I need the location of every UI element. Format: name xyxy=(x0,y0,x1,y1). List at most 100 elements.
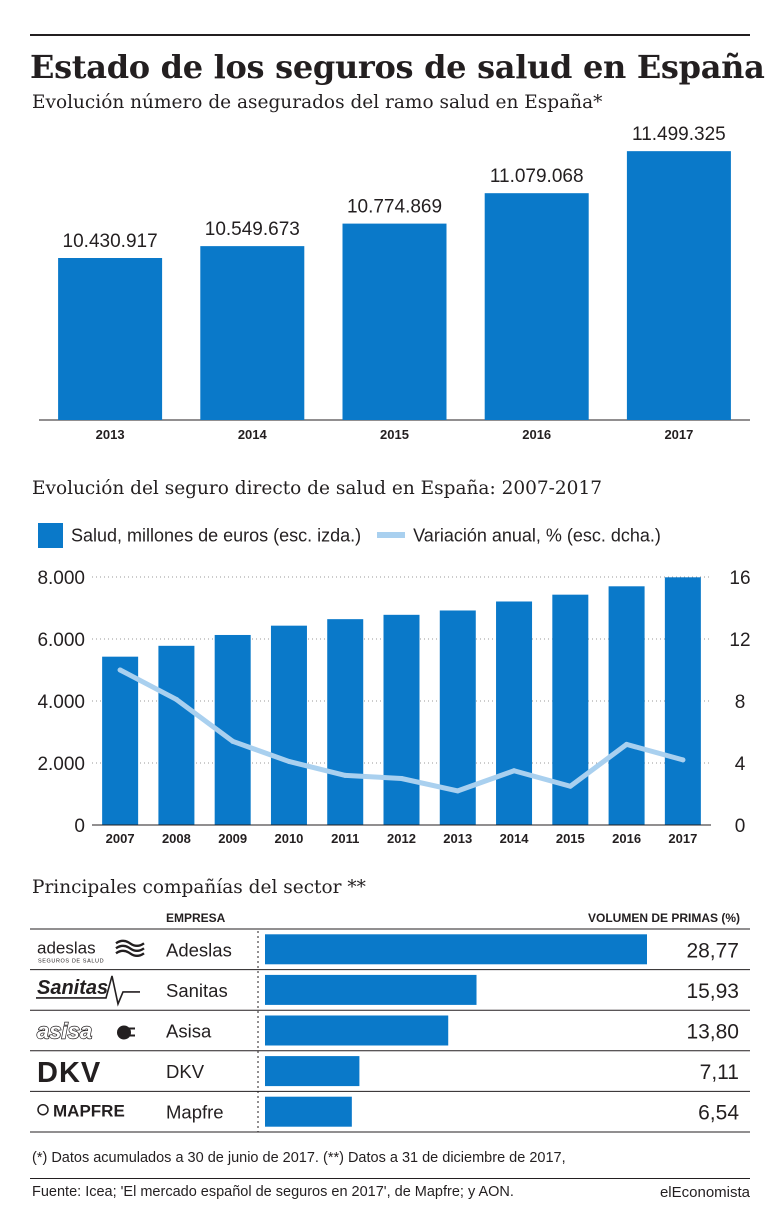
x-tick-2012: 2012 xyxy=(387,831,416,846)
volume-column-header: VOLUMEN DE PRIMAS (%) xyxy=(587,911,740,925)
variation-point-2015 xyxy=(567,783,573,789)
adeslas-logo-tagline: SEGUROS DE SALUD xyxy=(38,958,104,964)
plug-icon-pin xyxy=(129,1027,135,1030)
value-label-2013: 10.430.917 xyxy=(63,231,158,252)
circle-icon xyxy=(37,1103,49,1116)
company-name-mapfre: Mapfre xyxy=(166,1102,224,1123)
bar-2016 xyxy=(484,193,589,420)
legend-bar-label: Salud, millones de euros (esc. izda.) xyxy=(71,525,362,546)
asisa-logo: asisa xyxy=(37,1019,92,1044)
bar-2012 xyxy=(383,614,420,825)
company-column-header: EMPRESA xyxy=(166,911,226,925)
x-tick-2015: 2015 xyxy=(556,831,585,846)
variation-point-2010 xyxy=(286,758,292,764)
x-tick-2014: 2014 xyxy=(238,427,268,442)
bar-2010 xyxy=(270,625,307,825)
x-tick-2013: 2013 xyxy=(443,831,472,846)
page-title: Estado de los seguros de salud en España xyxy=(30,48,765,86)
wave-icon xyxy=(115,949,145,957)
bar-2017 xyxy=(626,151,731,421)
top-rule xyxy=(30,34,750,36)
x-tick-2013: 2013 xyxy=(96,427,125,442)
value-label-2016: 11.079.068 xyxy=(490,166,584,187)
bar-dkv xyxy=(265,1056,360,1087)
bar-2014 xyxy=(496,601,533,825)
x-tick-2014: 2014 xyxy=(500,831,530,846)
bar-2008 xyxy=(158,645,195,825)
value-label-2017: 11.499.325 xyxy=(632,124,726,145)
variation-point-2011 xyxy=(342,772,348,778)
x-tick-2017: 2017 xyxy=(664,427,693,442)
variation-point-2014 xyxy=(511,768,517,774)
company-name-sanitas: Sanitas xyxy=(166,980,228,1001)
y-right-tick: 16 xyxy=(729,568,750,589)
bar-mapfre xyxy=(265,1096,352,1127)
x-tick-2017: 2017 xyxy=(668,831,697,846)
y-left-tick: 6.000 xyxy=(37,630,85,651)
value-label-2015: 10.774.869 xyxy=(347,197,442,218)
value-label-2014: 10.549.673 xyxy=(205,219,300,240)
y-left-tick: 2.000 xyxy=(37,754,85,775)
value-label-adeslas: 28,77 xyxy=(686,939,739,962)
bar-asisa xyxy=(265,1015,449,1046)
y-left-tick: 4.000 xyxy=(37,692,85,713)
bar-2015 xyxy=(552,594,589,825)
wave-icon xyxy=(115,944,145,952)
adeslas-logo: adeslas xyxy=(37,938,96,957)
variation-point-2009 xyxy=(230,738,236,744)
variation-point-2013 xyxy=(455,788,461,794)
variation-point-2017 xyxy=(680,757,686,763)
y-left-tick: 8.000 xyxy=(37,568,85,589)
bar-2017 xyxy=(664,577,701,825)
heartbeat-icon xyxy=(36,975,140,1007)
bar-2007 xyxy=(102,656,139,825)
company-name-asisa: Asisa xyxy=(166,1021,212,1042)
y-left-tick: 0 xyxy=(74,816,85,837)
y-right-tick: 12 xyxy=(729,630,750,651)
dkv-logo: DKV xyxy=(37,1057,101,1089)
bar-2011 xyxy=(327,619,364,825)
source-note: Fuente: Icea; 'El mercado español de seg… xyxy=(32,1184,514,1200)
x-tick-2009: 2009 xyxy=(218,831,247,846)
x-tick-2011: 2011 xyxy=(331,831,359,846)
chart2-legend: Salud, millones de euros (esc. izda.) Var… xyxy=(38,519,661,549)
x-tick-2010: 2010 xyxy=(274,831,303,846)
company-name-adeslas: Adeslas xyxy=(166,939,232,960)
footnote: (*) Datos acumulados a 30 de junio de 20… xyxy=(32,1150,566,1166)
chart1-title: Evolución número de asegurados del ramo … xyxy=(32,92,603,113)
chart2-title: Evolución del seguro directo de salud en… xyxy=(32,478,602,499)
wave-icon xyxy=(115,939,145,947)
company-name-dkv: DKV xyxy=(166,1061,205,1082)
bar-adeslas xyxy=(265,934,647,965)
x-tick-2015: 2015 xyxy=(380,427,409,442)
variation-point-2008 xyxy=(173,696,179,702)
plug-icon-pin xyxy=(129,1034,135,1037)
variation-point-2016 xyxy=(624,741,630,747)
legend-bar-swatch xyxy=(38,522,63,548)
premium-combo-chart: 0 0 2.000 4 4.000 8 6.000 12 8.000 16 2007 2008 2009… xyxy=(37,568,750,846)
bar-2013 xyxy=(58,258,163,420)
y-right-tick: 0 xyxy=(735,816,746,837)
mapfre-logo: MAPFRE xyxy=(53,1102,125,1121)
x-tick-2008: 2008 xyxy=(162,831,191,846)
brand-logo: elEconomista xyxy=(659,1184,750,1201)
chart3-title: Principales compañías del sector ** xyxy=(32,877,366,898)
legend-line-label: Variación anual, % (esc. dcha.) xyxy=(413,525,661,546)
y-right-tick: 8 xyxy=(735,692,746,713)
bottom-rule xyxy=(30,1178,750,1179)
variation-point-2012 xyxy=(399,776,404,781)
variation-point-2007 xyxy=(117,667,123,673)
value-label-dkv: 7,11 xyxy=(700,1061,739,1084)
sanitas-logo: Sanitas xyxy=(37,977,108,999)
bar-2014 xyxy=(200,246,305,420)
x-tick-2016: 2016 xyxy=(522,427,551,442)
x-tick-2016: 2016 xyxy=(612,831,641,846)
bar-2015 xyxy=(342,223,447,420)
insured-bar-chart: 10.430.917 2013 10.549.673 2014 10.774.869 20… xyxy=(39,124,750,442)
bar-sanitas xyxy=(265,974,477,1005)
value-label-asisa: 13,80 xyxy=(686,1021,739,1044)
legend-line-swatch xyxy=(377,532,406,539)
value-label-sanitas: 15,93 xyxy=(686,980,739,1003)
y-right-tick: 4 xyxy=(735,754,746,775)
